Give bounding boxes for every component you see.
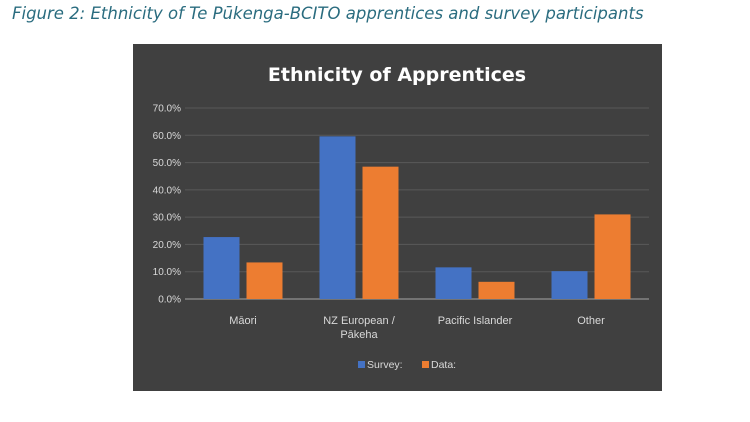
y-tick-label: 50.0%: [153, 158, 181, 169]
x-category-label: Pākeha: [340, 329, 378, 341]
y-tick-label: 0.0%: [158, 295, 181, 306]
y-tick-label: 70.0%: [153, 104, 181, 115]
bar-data: [362, 166, 399, 299]
x-category-label: Pacific Islander: [438, 315, 513, 327]
x-category-label: NZ European /: [323, 315, 395, 327]
legend-swatch: [358, 361, 365, 368]
bar-survey: [203, 237, 240, 299]
legend: Survey: Data:: [358, 359, 456, 371]
y-axis-ticks: 0.0% 10.0% 20.0% 30.0% 40.0% 50.0% 60.0% 70.0%: [153, 104, 181, 306]
chart-title: Ethnicity of Apprentices: [268, 64, 526, 86]
bar-data: [246, 262, 283, 299]
y-tick-label: 10.0%: [153, 267, 181, 278]
bar-survey: [435, 267, 472, 299]
bar-survey: [551, 271, 588, 299]
y-tick-label: 20.0%: [153, 240, 181, 251]
y-tick-label: 60.0%: [153, 131, 181, 142]
legend-label: Data:: [431, 359, 456, 371]
bar-survey: [319, 136, 356, 299]
grid-lines: [185, 107, 649, 300]
bars: [203, 136, 631, 299]
chart-panel: Ethnicity of Apprentices 0.0% 10.0% 20.0% 3…: [133, 44, 662, 391]
x-category-label: Māori: [229, 315, 257, 327]
figure-caption: Figure 2: Ethnicity of Te Pūkenga-BCITO …: [12, 4, 644, 23]
y-tick-label: 40.0%: [153, 185, 181, 196]
x-category-label: Other: [577, 315, 605, 327]
legend-label: Survey:: [367, 359, 403, 371]
bar-data: [478, 281, 515, 299]
bar-chart: Ethnicity of Apprentices 0.0% 10.0% 20.0% 3…: [153, 64, 649, 371]
x-axis-categories: Māori NZ European / Pākeha Pacific Islander…: [229, 315, 605, 341]
legend-swatch: [422, 361, 429, 368]
bar-data: [594, 214, 631, 299]
y-tick-label: 30.0%: [153, 213, 181, 224]
